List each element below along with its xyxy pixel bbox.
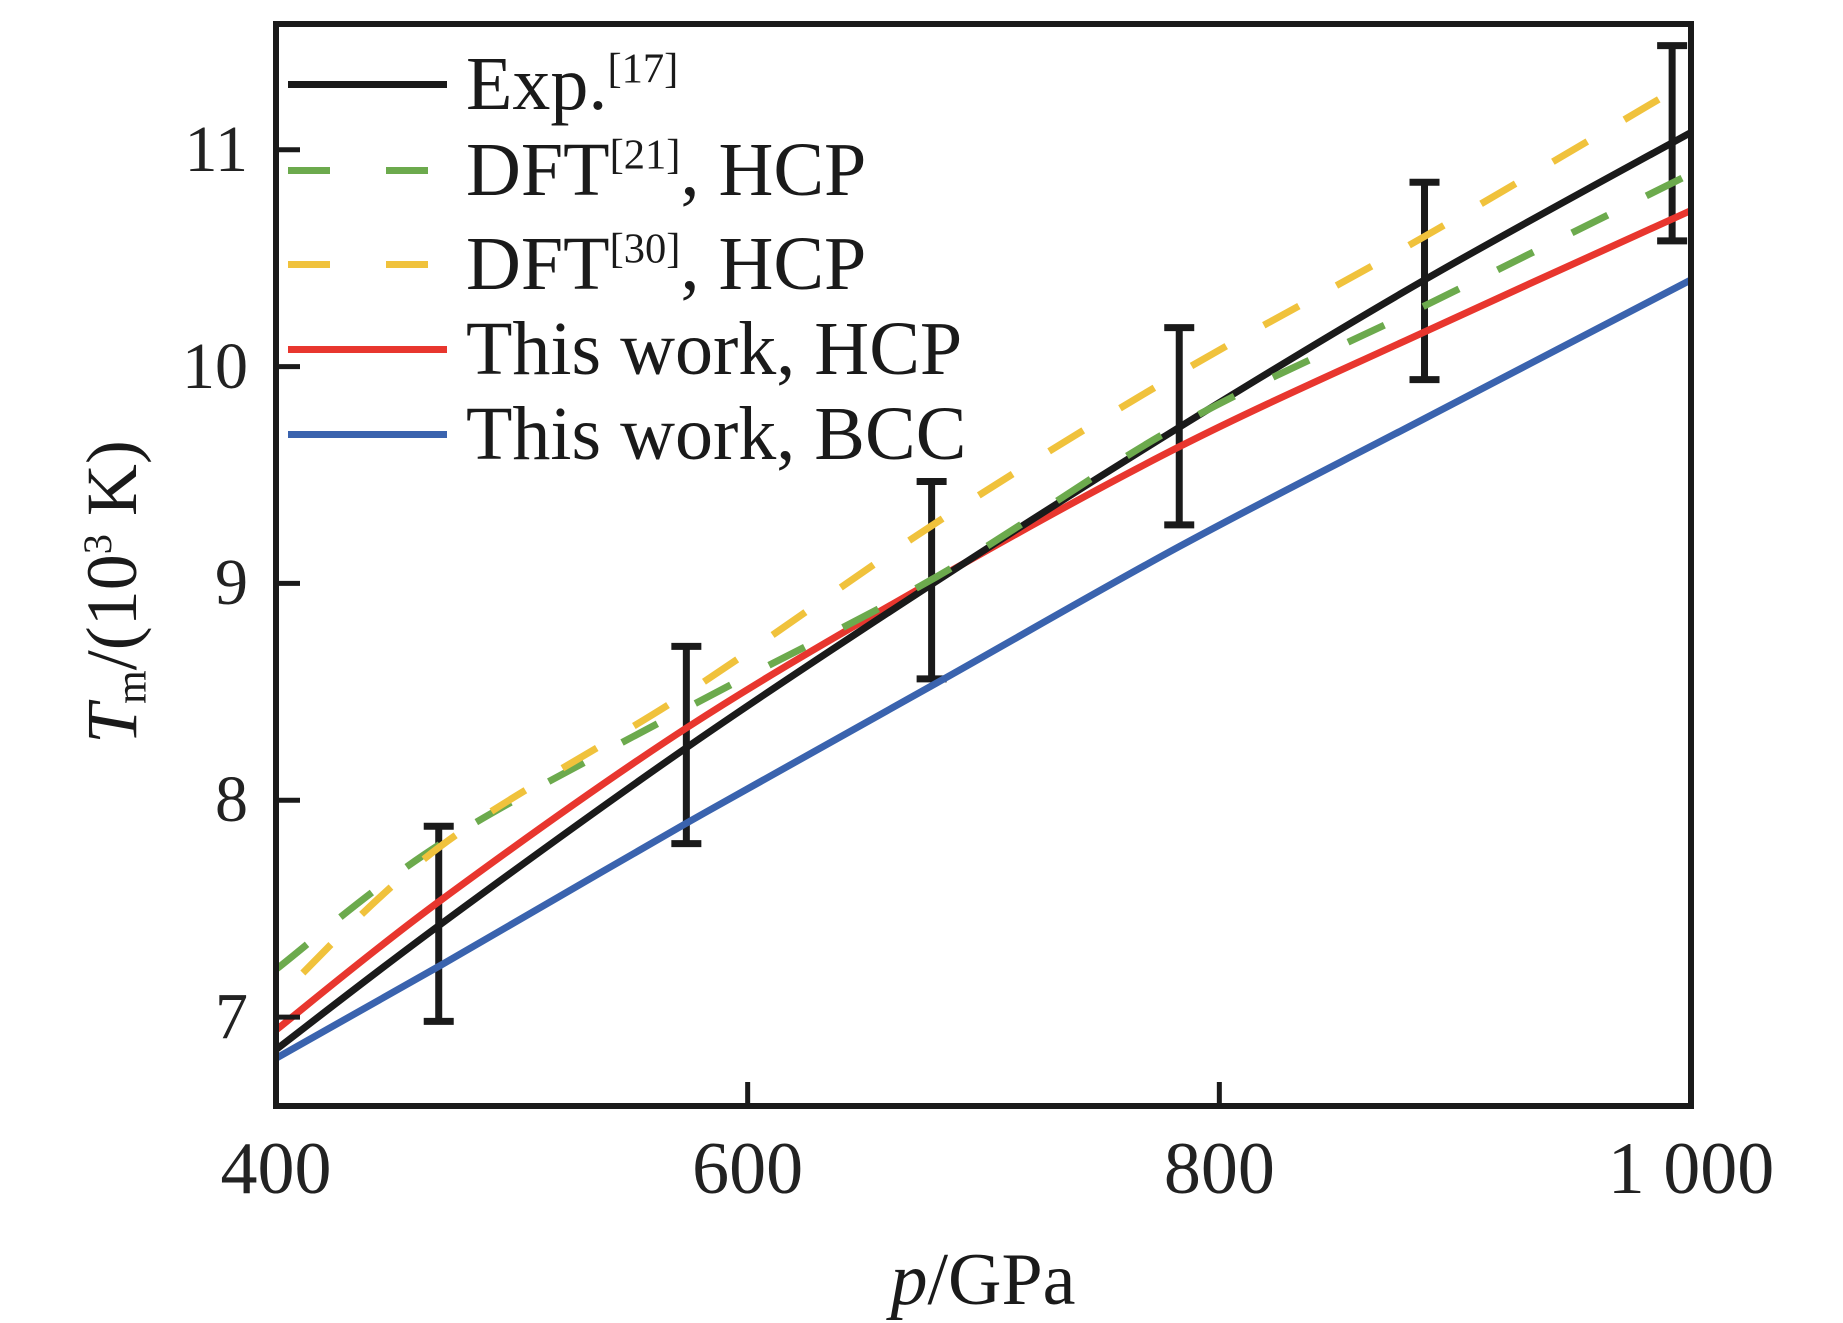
legend-text: DFT xyxy=(466,128,610,212)
y-tick-label-8: 8 xyxy=(215,763,248,837)
y-tick-label-7: 7 xyxy=(215,980,248,1054)
legend-label-dft21: DFT[21], HCP xyxy=(466,128,866,212)
y-tick-label-9: 9 xyxy=(215,546,248,620)
legend-text: DFT xyxy=(466,222,610,306)
x-axis-variable: p xyxy=(890,1239,928,1321)
x-axis-units: /GPa xyxy=(927,1239,1076,1321)
legend-item-thiswork-hcp: This work, HCP xyxy=(288,307,962,391)
legend-swatch-dft30 xyxy=(288,260,447,268)
legend-item-exp: Exp.[17] xyxy=(288,42,678,126)
series-dft-21-hcp xyxy=(273,170,1693,973)
legend-label-thiswork-hcp: This work, HCP xyxy=(466,307,962,391)
y-axis-subscript: m xyxy=(108,670,156,704)
legend-label-thiswork-bcc: This work, BCC xyxy=(466,392,966,476)
y-axis-title: Tm/(103 K) xyxy=(72,440,156,744)
legend-text-post: , HCP xyxy=(680,128,867,212)
y-axis-units-close: K) xyxy=(72,440,152,535)
x-tick-label-600: 600 xyxy=(692,1128,804,1210)
legend-reference-sup: [17] xyxy=(607,45,679,93)
legend-text: Exp. xyxy=(466,42,608,126)
legend-swatch-exp xyxy=(288,80,447,88)
legend-item-dft30: DFT[30], HCP xyxy=(288,222,866,306)
legend-text: This work, BCC xyxy=(466,392,967,476)
x-axis-title: p/GPa xyxy=(683,1238,1283,1322)
legend-item-thiswork-bcc: This work, BCC xyxy=(288,392,966,476)
y-axis-variable: T xyxy=(72,703,152,744)
legend-reference-sup: [21] xyxy=(609,131,681,179)
x-tick-label-1000: 1 000 xyxy=(1607,1128,1775,1210)
legend-text-post: , HCP xyxy=(680,222,867,306)
legend-reference-sup: [30] xyxy=(609,225,681,273)
x-tick-label-800: 800 xyxy=(1163,1128,1275,1210)
series-this-work-bcc xyxy=(274,276,1693,1062)
legend-swatch-dft21 xyxy=(288,166,447,174)
legend: Exp.[17] DFT[21], HCP DFT[30], HCP This … xyxy=(288,0,1188,520)
y-axis-exponent: 3 xyxy=(75,534,121,555)
legend-swatch-thiswork-hcp xyxy=(288,345,447,353)
legend-item-dft21: DFT[21], HCP xyxy=(288,128,866,212)
y-tick-label-11: 11 xyxy=(184,112,248,186)
legend-label-exp: Exp.[17] xyxy=(466,42,678,126)
legend-text: This work, HCP xyxy=(466,307,963,391)
legend-swatch-thiswork-bcc xyxy=(288,430,447,438)
plot-border xyxy=(273,21,1694,1109)
series-dft-30-hcp xyxy=(273,77,1693,1003)
x-tick-label-400: 400 xyxy=(220,1128,332,1210)
y-axis-units-open: /(10 xyxy=(72,554,152,671)
y-tick-label-10: 10 xyxy=(182,329,248,403)
legend-label-dft30: DFT[30], HCP xyxy=(466,222,866,306)
series-exp-17- xyxy=(273,129,1693,1053)
